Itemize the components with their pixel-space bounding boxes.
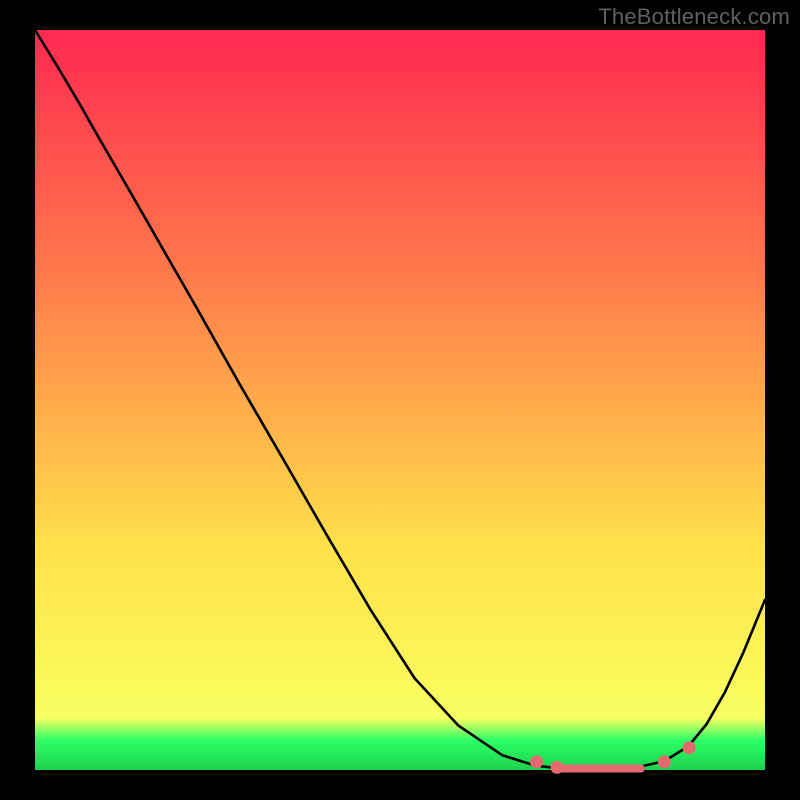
- optimal-marker-dot: [683, 741, 696, 754]
- bottleneck-chart: [0, 0, 800, 800]
- plot-background: [35, 30, 765, 770]
- optimal-marker-dot: [550, 761, 563, 774]
- optimal-marker-dot: [530, 755, 543, 768]
- watermark-text: TheBottleneck.com: [598, 4, 790, 30]
- optimal-marker-dot: [658, 755, 671, 768]
- chart-container: TheBottleneck.com: [0, 0, 800, 800]
